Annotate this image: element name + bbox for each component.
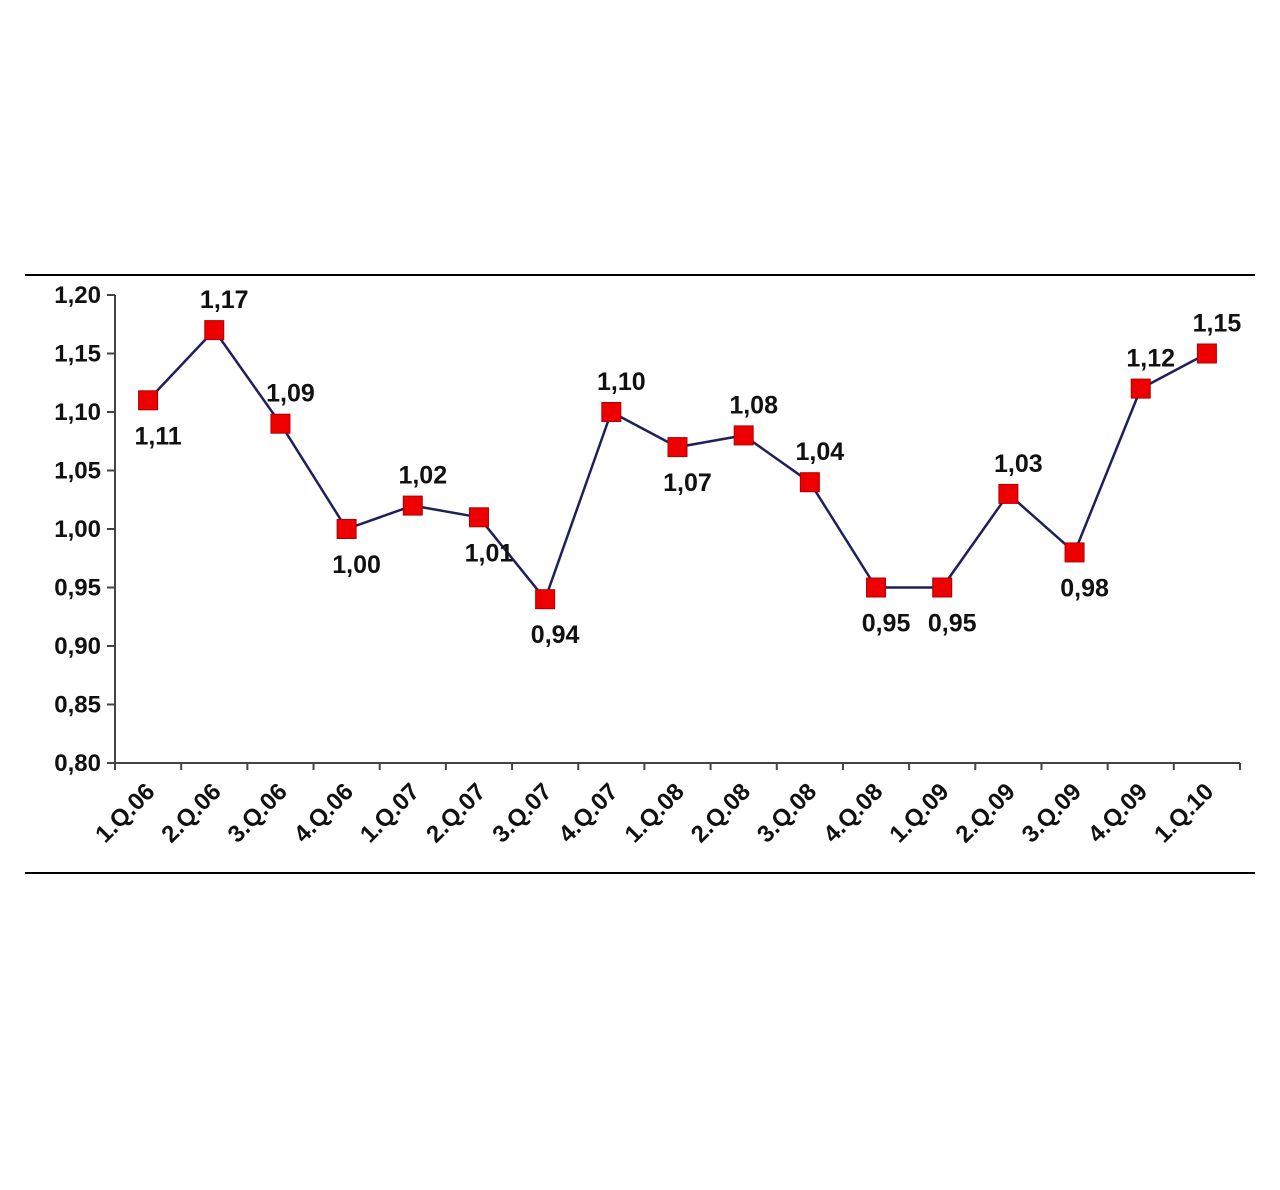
markers-group (138, 320, 1217, 610)
data-point-marker (667, 437, 688, 458)
data-label: 1,17 (200, 286, 249, 314)
x-tick-label: 1.Q.08 (620, 778, 690, 848)
y-tick-label: 1,15 (54, 341, 101, 368)
x-tick-label: 2.Q.07 (421, 778, 491, 848)
data-point-marker (468, 507, 489, 528)
data-label: 0,95 (862, 610, 911, 638)
data-point-marker (998, 483, 1019, 504)
y-tick-label: 0,90 (54, 633, 101, 660)
y-axis-ticks: 0,80 0,85 0,90 0,95 1,00 1,05 1,10 1,15 1,20 (54, 282, 115, 777)
x-tick-label: 4.Q.09 (1083, 778, 1153, 848)
x-tick-label: 3.Q.08 (752, 778, 822, 848)
x-tick-label: 2.Q.08 (686, 778, 756, 848)
data-label: 1,02 (398, 462, 447, 490)
data-label: 0,94 (531, 621, 580, 649)
series-line (147, 328, 1208, 601)
x-tick-label: 2.Q.09 (951, 778, 1021, 848)
data-point-marker (932, 577, 953, 598)
data-point-marker (799, 472, 820, 493)
data-label: 1,11 (134, 422, 181, 450)
data-point-marker (204, 320, 225, 341)
y-tick-label: 0,80 (54, 750, 101, 777)
x-tick-label: 4.Q.06 (289, 778, 359, 848)
data-point-marker (535, 589, 556, 610)
x-tick-label: 3.Q.06 (223, 778, 293, 848)
data-point-marker (138, 390, 159, 411)
data-label: 1,10 (597, 368, 646, 396)
x-tick-label: 2.Q.06 (156, 778, 226, 848)
x-tick-label: 1.Q.09 (884, 778, 954, 848)
data-point-marker (402, 495, 423, 516)
y-tick-label: 1,00 (54, 516, 101, 543)
series-line-group (147, 328, 1208, 601)
data-label: 0,98 (1060, 574, 1109, 602)
data-label: 1,12 (1126, 345, 1175, 373)
x-tick-label: 4.Q.07 (554, 778, 624, 848)
data-label: 1,09 (266, 380, 315, 408)
data-label: 1,04 (796, 438, 845, 466)
x-tick-label: 4.Q.08 (818, 778, 888, 848)
data-point-marker (270, 413, 291, 434)
data-label: 1,15 (1193, 310, 1242, 338)
data-label: 1,08 (729, 391, 778, 419)
y-tick-label: 1,05 (54, 458, 101, 485)
data-label: 0,95 (928, 610, 977, 638)
data-point-marker (866, 577, 887, 598)
x-tick-label: 3.Q.07 (487, 778, 557, 848)
data-point-marker (1130, 378, 1151, 399)
x-tick-label: 1.Q.06 (90, 778, 160, 848)
data-point-marker (336, 519, 357, 539)
y-tick-label: 0,85 (54, 692, 101, 719)
x-tick-label: 1.Q.07 (355, 778, 425, 848)
data-point-marker (733, 425, 754, 446)
y-tick-label: 0,95 (54, 575, 101, 602)
data-label: 1,03 (994, 450, 1043, 478)
data-label: 1,01 (465, 539, 514, 567)
data-point-marker (1064, 542, 1085, 563)
data-point-marker (601, 402, 622, 422)
x-tick-label: 3.Q.09 (1017, 778, 1087, 848)
data-point-marker (1196, 343, 1217, 364)
x-axis-ticks: 1.Q.062.Q.063.Q.064.Q.061.Q.072.Q.073.Q.… (90, 763, 1241, 848)
data-labels-group: 1,11 1,17 1,09 1,00 1,02 1,01 0,94 1,10 1,07 1,08… (134, 286, 1241, 649)
y-tick-label: 1,10 (54, 399, 101, 426)
data-label: 1,07 (663, 469, 712, 497)
y-tick-label: 1,20 (54, 282, 101, 309)
data-label: 1,00 (332, 551, 381, 579)
x-tick-label: 1.Q.10 (1149, 778, 1219, 848)
